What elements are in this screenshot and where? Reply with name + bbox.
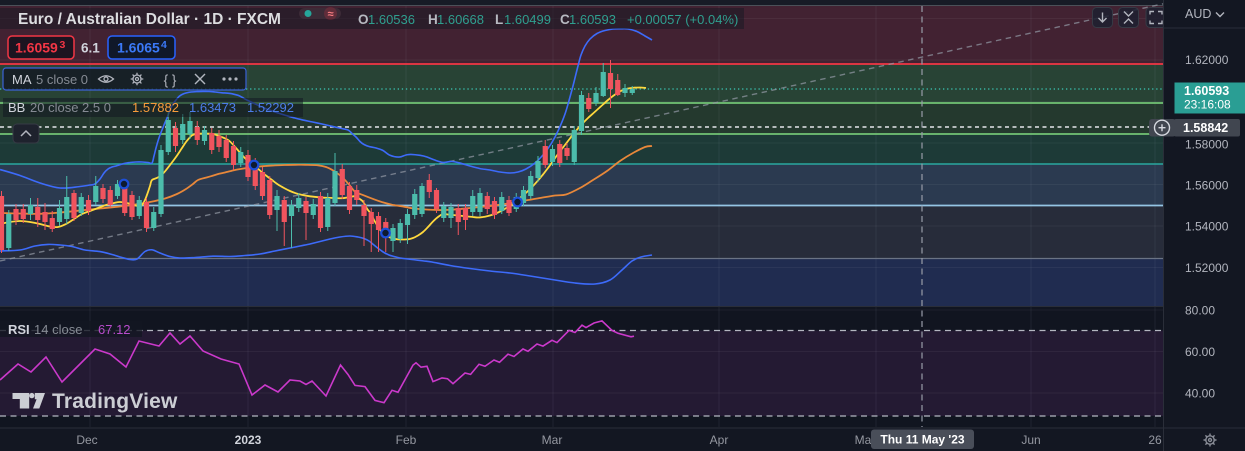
svg-text:1.58000: 1.58000: [1185, 138, 1229, 152]
svg-text:1.63473: 1.63473: [189, 100, 236, 115]
svg-text:Dec: Dec: [76, 433, 97, 447]
svg-text:Mar: Mar: [542, 433, 563, 447]
svg-text:1.52000: 1.52000: [1185, 261, 1229, 275]
svg-text:O: O: [358, 12, 369, 27]
svg-text:6.1: 6.1: [81, 41, 100, 56]
svg-text:23:16:08: 23:16:08: [1184, 98, 1231, 112]
svg-text:MA: MA: [12, 72, 32, 87]
svg-text:+0.00057 (+0.04%): +0.00057 (+0.04%): [627, 12, 738, 27]
svg-text:4: 4: [161, 39, 167, 51]
svg-text:1.54000: 1.54000: [1185, 220, 1229, 234]
svg-text:1.6065: 1.6065: [117, 40, 160, 56]
svg-text:Jun: Jun: [1021, 433, 1040, 447]
svg-text:80.00: 80.00: [1185, 304, 1215, 318]
svg-text:≈: ≈: [327, 9, 333, 21]
svg-text:2023: 2023: [235, 433, 262, 447]
svg-text:5 close 0: 5 close 0: [36, 72, 88, 87]
svg-text:1.57882: 1.57882: [132, 100, 179, 115]
svg-text:TradingView: TradingView: [52, 390, 178, 413]
svg-text:1.62000: 1.62000: [1185, 53, 1229, 67]
svg-text:1.56000: 1.56000: [1185, 179, 1229, 193]
svg-text:L: L: [495, 12, 503, 27]
svg-text:67.12: 67.12: [98, 322, 131, 337]
svg-text:40.00: 40.00: [1185, 387, 1215, 401]
svg-text:AUD: AUD: [1185, 7, 1211, 21]
svg-text:1.60668: 1.60668: [437, 12, 484, 27]
svg-text:BB: BB: [8, 100, 25, 115]
svg-text:26: 26: [1148, 433, 1162, 447]
svg-text:RSI: RSI: [8, 322, 30, 337]
svg-text:1.60499: 1.60499: [504, 12, 551, 27]
svg-text:Feb: Feb: [396, 433, 417, 447]
svg-text:Apr: Apr: [710, 433, 729, 447]
svg-text:1.60536: 1.60536: [368, 12, 415, 27]
svg-text:{ }: { }: [164, 73, 177, 88]
svg-text:Thu 11 May '23: Thu 11 May '23: [880, 433, 965, 447]
svg-text:1.6059: 1.6059: [15, 40, 58, 56]
svg-text:1.52292: 1.52292: [247, 100, 294, 115]
svg-text:H: H: [428, 12, 438, 27]
svg-text:3: 3: [60, 39, 66, 51]
svg-text:C: C: [560, 12, 570, 27]
svg-text:1.58842: 1.58842: [1183, 121, 1228, 135]
svg-text:14 close: 14 close: [34, 322, 82, 337]
svg-text:1.60593: 1.60593: [1184, 84, 1229, 98]
svg-text:1.60593: 1.60593: [569, 12, 616, 27]
svg-text:20 close 2.5 0: 20 close 2.5 0: [30, 100, 111, 115]
svg-text:Euro / Australian Dollar · 1D: Euro / Australian Dollar · 1D · FXCM: [18, 11, 281, 28]
svg-text:60.00: 60.00: [1185, 345, 1215, 359]
